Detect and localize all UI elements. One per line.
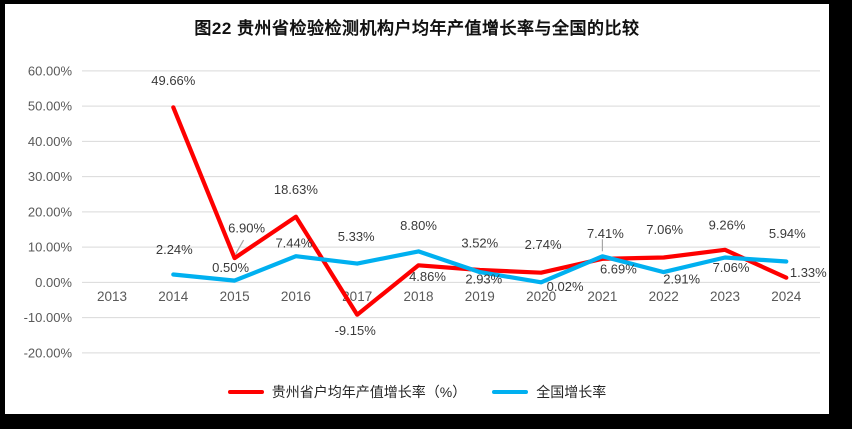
data-label: 3.52% bbox=[461, 235, 498, 250]
data-label: 5.94% bbox=[769, 226, 806, 241]
chart-area: 图22 贵州省检验检测机构户均年产值增长率与全国的比较 60.00% 50.00%… bbox=[5, 4, 829, 414]
data-label: 8.80% bbox=[400, 218, 437, 233]
y-axis-tick-label: 20.00% bbox=[28, 204, 73, 219]
x-axis-tick-label: 2023 bbox=[710, 289, 740, 304]
chart-legend: 贵州省户均年产值增长率（%） 全国增长率 bbox=[5, 382, 829, 402]
data-label: 2.91% bbox=[663, 272, 700, 287]
data-label: 7.41% bbox=[587, 226, 624, 241]
data-label: 2.93% bbox=[465, 272, 502, 287]
data-label: 5.33% bbox=[338, 229, 375, 244]
data-label: 7.06% bbox=[646, 222, 683, 237]
y-axis-tick-label: -10.00% bbox=[24, 310, 73, 325]
legend-swatch-national-line bbox=[492, 389, 529, 395]
y-axis-tick-label: 50.00% bbox=[28, 99, 73, 114]
data-label: 0.50% bbox=[212, 260, 249, 275]
data-label-leader-line bbox=[235, 239, 245, 255]
data-label: 2.74% bbox=[525, 237, 562, 252]
x-axis-tick-label: 2015 bbox=[220, 289, 250, 304]
series-line-national bbox=[171, 249, 789, 285]
chart-canvas: 60.00% 50.00% 40.00% 30.00% 20.00% 10.00% 0.00… bbox=[24, 63, 828, 360]
x-axis-tick-label: 2014 bbox=[158, 289, 189, 304]
y-axis-tick-label: 60.00% bbox=[28, 63, 73, 78]
data-label: 0.02% bbox=[547, 279, 584, 294]
x-axis-tick-label: 2013 bbox=[97, 289, 127, 304]
data-label: 7.06% bbox=[713, 260, 750, 275]
legend-item-national: 全国增长率 bbox=[492, 382, 606, 402]
data-label: 6.69% bbox=[600, 261, 637, 276]
legend-swatch-guizhou-line bbox=[227, 389, 264, 395]
x-axis-tick-label: 2018 bbox=[403, 289, 433, 304]
data-label: -9.15% bbox=[335, 323, 377, 338]
x-axis-tick-label: 2024 bbox=[771, 289, 802, 304]
y-axis-tick-label: 10.00% bbox=[28, 240, 73, 255]
data-label: 9.26% bbox=[709, 217, 746, 232]
x-axis-tick-label: 2022 bbox=[649, 289, 679, 304]
data-label: 2.24% bbox=[156, 242, 193, 257]
data-label: 4.86% bbox=[409, 269, 446, 284]
chart-title: 图22 贵州省检验检测机构户均年产值增长率与全国的比较 bbox=[194, 19, 640, 38]
y-axis-tick-label: -20.00% bbox=[24, 345, 73, 360]
data-label: 6.90% bbox=[228, 221, 265, 236]
legend-label-national: 全国增长率 bbox=[536, 384, 607, 400]
x-axis-tick-label: 2021 bbox=[587, 289, 617, 304]
x-axis-tick-label: 2019 bbox=[465, 289, 495, 304]
y-axis-tick-label: 40.00% bbox=[28, 134, 73, 149]
data-label: 49.66% bbox=[151, 73, 196, 88]
y-axis-tick-label: 0.00% bbox=[35, 275, 72, 290]
y-axis-tick-label: 30.00% bbox=[28, 169, 73, 184]
data-label: 1.33% bbox=[790, 265, 827, 280]
legend-label-guizhou: 贵州省户均年产值增长率（%） bbox=[271, 384, 467, 400]
legend-item-guizhou: 贵州省户均年产值增长率（%） bbox=[227, 382, 467, 402]
data-label: 18.63% bbox=[274, 182, 319, 197]
x-axis-tick-label: 2020 bbox=[526, 289, 556, 304]
data-label: 7.44% bbox=[275, 236, 312, 251]
x-axis-tick-label: 2016 bbox=[281, 289, 311, 304]
